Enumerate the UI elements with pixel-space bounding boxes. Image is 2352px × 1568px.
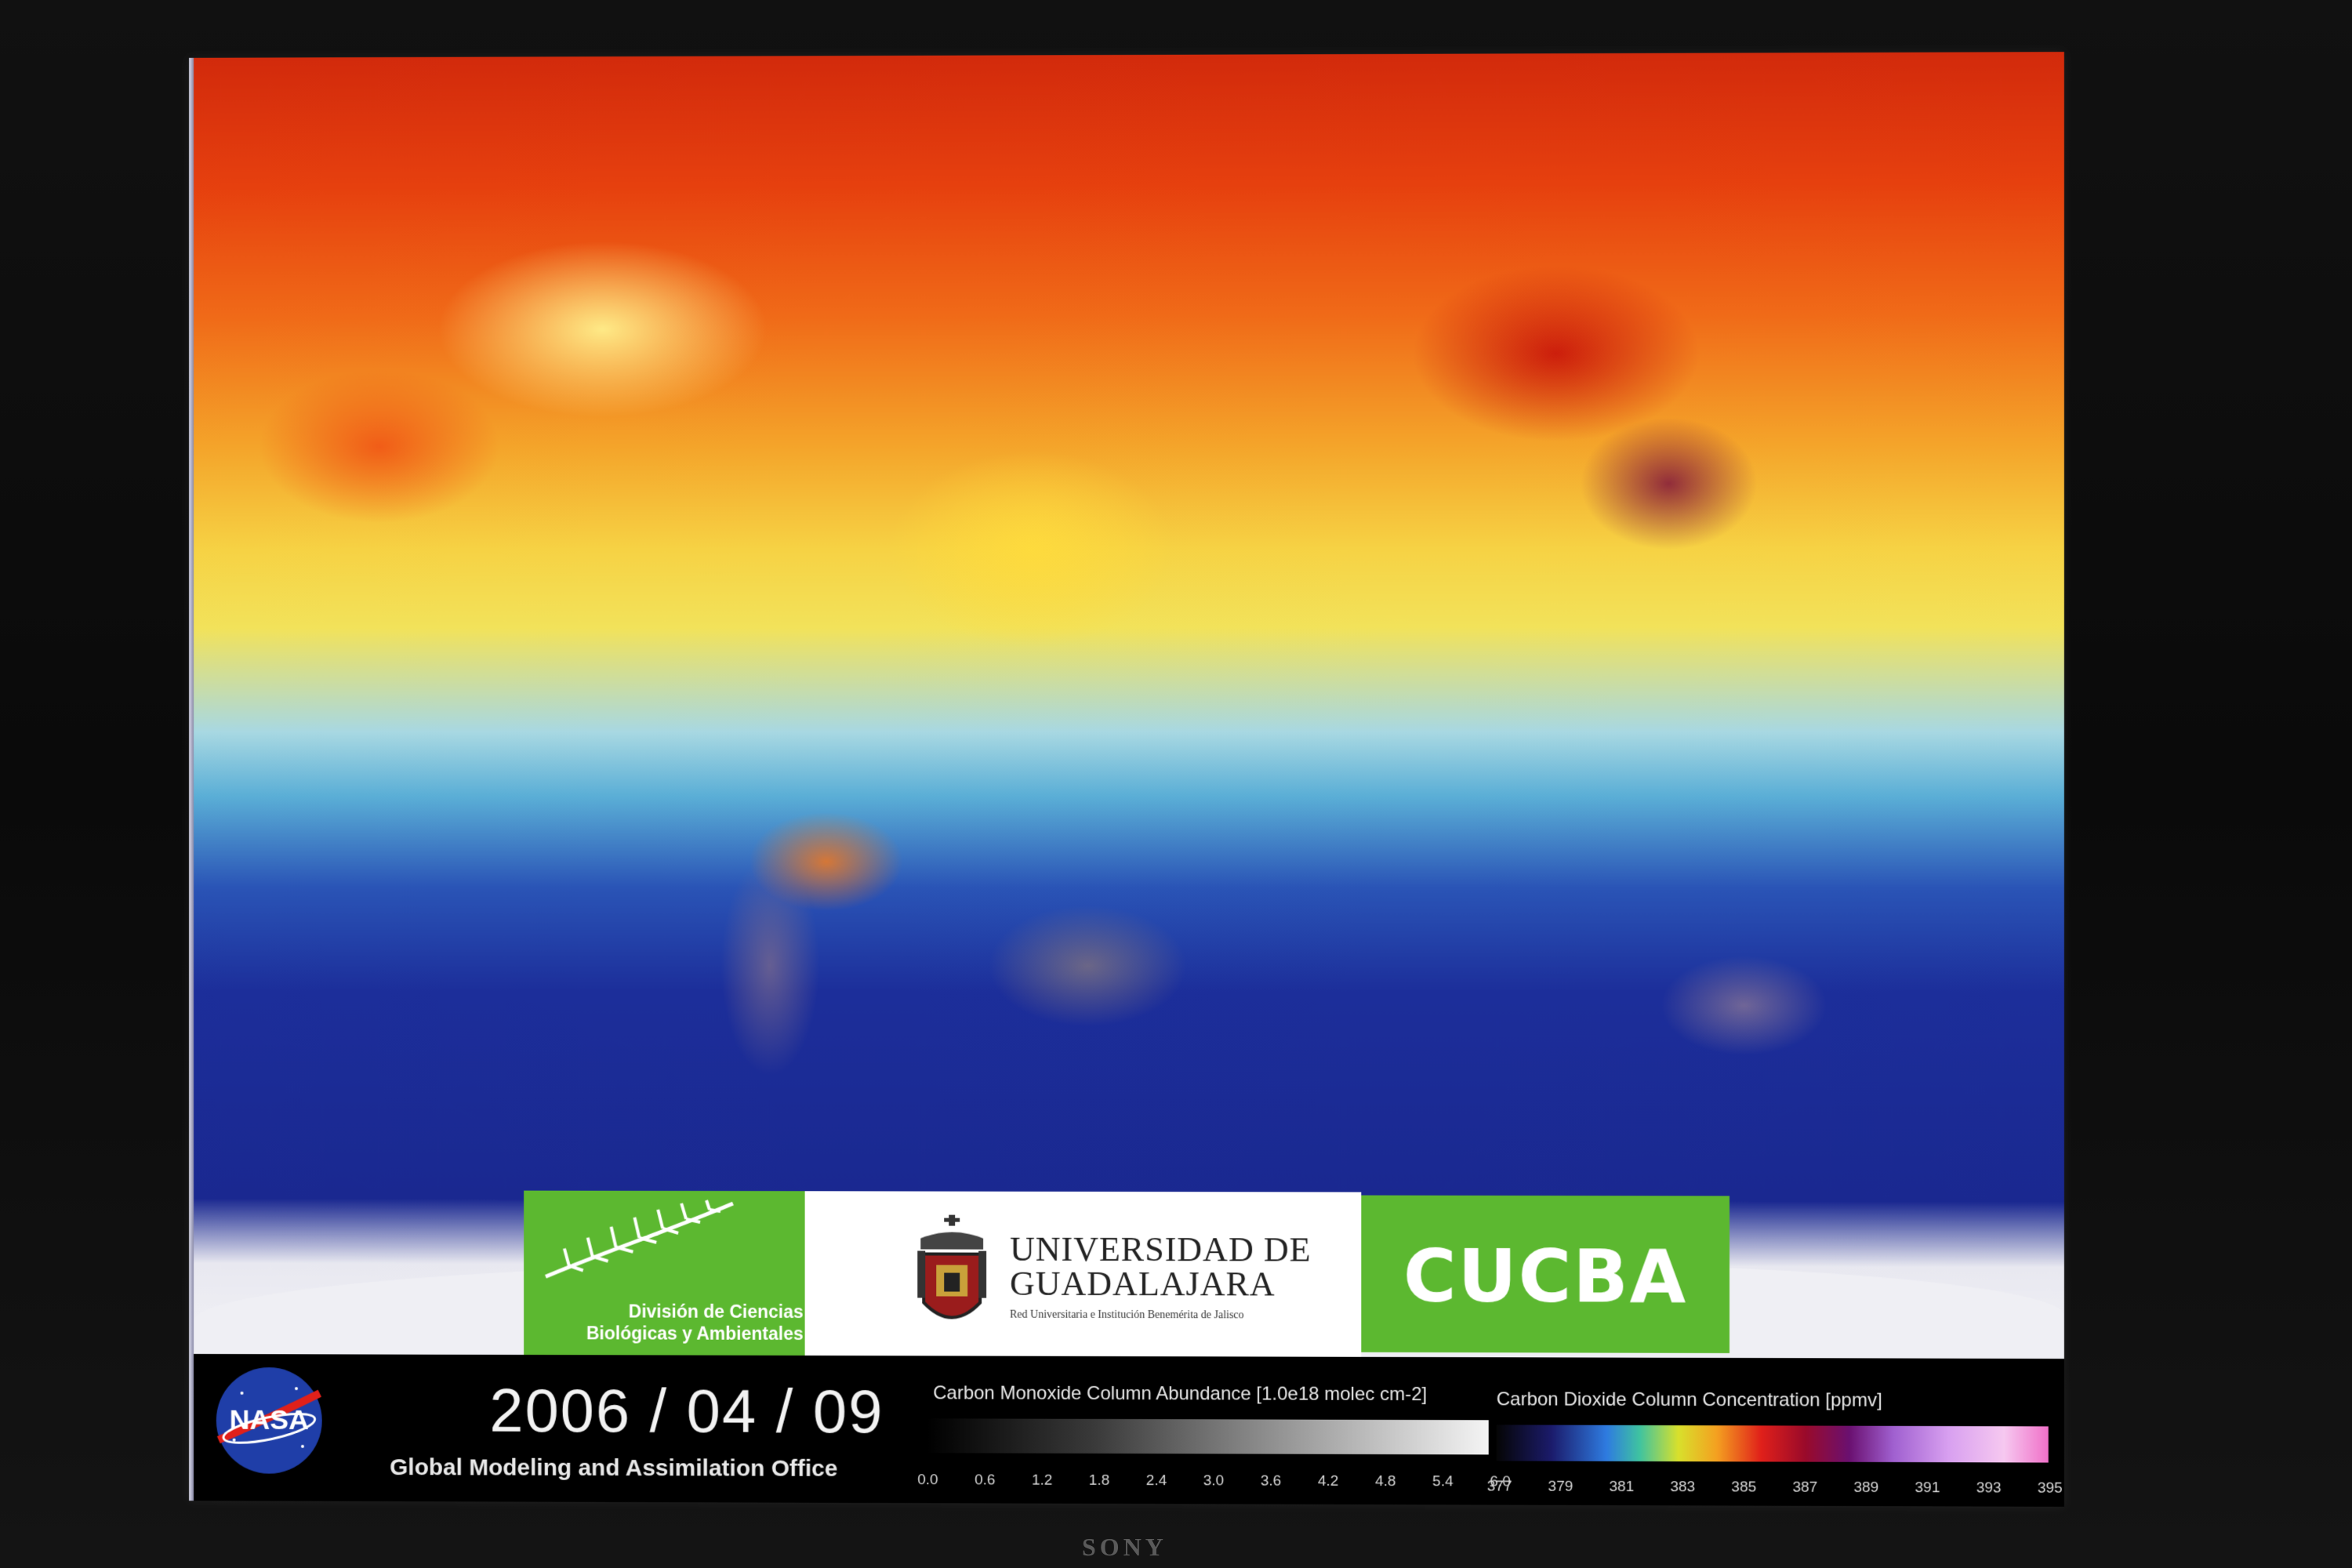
co2-tick: 377 <box>1487 1478 1512 1495</box>
division-name: División de Ciencias Biológicas y Ambien… <box>538 1300 804 1345</box>
co2-scale-title: Carbon Dioxide Column Concentration [ppm… <box>1497 1388 1882 1411</box>
udg-crest-icon <box>913 1214 991 1340</box>
udg-name-line1: UNIVERSIDAD DE <box>1010 1232 1311 1268</box>
monitor-brand: SONY <box>1082 1533 1167 1562</box>
udg-logo: UNIVERSIDAD DE GUADALAJARA Red Universit… <box>805 1191 1362 1357</box>
co-tick: 4.2 <box>1318 1473 1338 1490</box>
co2-tick: 391 <box>1915 1479 1940 1497</box>
co2-tick: 383 <box>1670 1479 1695 1496</box>
cucba-logo: CUCBA <box>1361 1196 1730 1353</box>
co2-world-map <box>194 52 2064 1359</box>
monitor-screen: División de Ciencias Biológicas y Ambien… <box>189 52 2064 1507</box>
date-stamp: 2006 / 04 / 09 <box>489 1375 884 1447</box>
co2-tick: 387 <box>1792 1479 1817 1497</box>
co2-color-bar <box>1497 1425 2049 1462</box>
co2-tick: 381 <box>1609 1479 1634 1496</box>
co-tick: 3.0 <box>1203 1472 1224 1490</box>
co-tick: 1.2 <box>1032 1472 1052 1490</box>
co2-tick: 395 <box>2038 1480 2063 1497</box>
co-tick: 1.8 <box>1089 1472 1109 1490</box>
division-name-line2: Biológicas y Ambientales <box>538 1322 804 1345</box>
co-color-bar <box>927 1418 1488 1454</box>
co2-scale-ticks: 377 379 381 383 385 387 389 391 393 395 <box>1487 1478 2063 1497</box>
udg-name: UNIVERSIDAD DE GUADALAJARA <box>1010 1232 1311 1302</box>
co-tick: 0.0 <box>917 1472 938 1489</box>
co2-tick: 379 <box>1548 1479 1573 1496</box>
sponsor-logo-strip: División de Ciencias Biológicas y Ambien… <box>524 1191 1730 1358</box>
nasa-logo-icon: NASA <box>211 1362 328 1479</box>
co2-tick: 393 <box>1976 1479 2002 1497</box>
nasa-logo-text: NASA <box>230 1403 309 1436</box>
cucba-wordmark: CUCBA <box>1361 1235 1730 1319</box>
office-name: Global Modeling and Assimilation Office <box>390 1454 837 1483</box>
co-tick: 4.8 <box>1375 1473 1396 1490</box>
co-scale-title: Carbon Monoxide Column Abundance [1.0e18… <box>933 1382 1427 1406</box>
info-bar: NASA 2006 / 04 / 09 Global Modeling and … <box>194 1354 2064 1507</box>
co-tick: 2.4 <box>1146 1472 1167 1490</box>
udg-name-line2: GUADALAJARA <box>1010 1267 1311 1302</box>
co-scale-ticks: 0.0 0.6 1.2 1.8 2.4 3.0 3.6 4.2 4.8 5.4 … <box>917 1472 1511 1490</box>
co2-tick: 389 <box>1853 1479 1878 1497</box>
fern-icon <box>538 1199 741 1285</box>
co-tick: 3.6 <box>1261 1473 1281 1490</box>
co2-tick: 385 <box>1731 1479 1756 1496</box>
division-name-line1: División de Ciencias <box>538 1300 804 1323</box>
udg-subtitle: Red Universitaria e Institución Beneméri… <box>1010 1309 1244 1323</box>
co-tick: 5.4 <box>1432 1473 1453 1490</box>
co-tick: 0.6 <box>975 1472 995 1489</box>
division-logo: División de Ciencias Biológicas y Ambien… <box>524 1191 804 1356</box>
